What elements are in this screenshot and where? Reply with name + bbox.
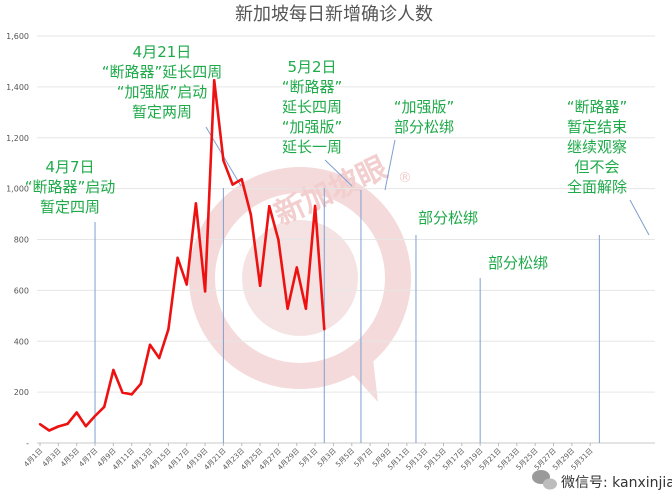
y-tick-label: 1,200 [6, 134, 29, 143]
annotations: 4月7日“断路器”启动暂定四周4月21日“断路器”延长四周“加强版”启动暂定两周… [25, 43, 628, 272]
watermark-ring [189, 167, 411, 389]
data-point [323, 328, 326, 331]
data-point [112, 368, 115, 372]
data-point [203, 290, 207, 293]
annotation-line: 部分松绑 [418, 209, 478, 227]
annotation-line: “断路器”延长四周 [102, 63, 223, 81]
y-tick-label: 800 [14, 236, 29, 245]
data-point [185, 283, 188, 286]
data-point [304, 307, 308, 310]
y-tick-label: 1,600 [6, 32, 29, 41]
x-tick-label: 5月5日 [334, 447, 356, 469]
annotation-line: “断路器” [567, 98, 628, 116]
data-point [176, 256, 179, 260]
data-point [47, 429, 51, 432]
x-axis-ticks: 4月1日4月3日4月5日4月7日4月9日4月11日4月13日4月15日4月17日… [23, 443, 595, 472]
wechat-icon-bubble-small [543, 478, 557, 490]
series-line-path [39, 79, 326, 432]
annotation-line: “加强版” [282, 118, 343, 136]
data-point [268, 204, 271, 208]
annotation-line: 全面解除 [567, 178, 627, 196]
annotation-line: 暂定四周 [40, 198, 100, 216]
watermark-registered-mark: ® [398, 170, 412, 186]
data-point [66, 422, 69, 426]
data-point [222, 159, 225, 162]
x-tick-label: 5月1日 [298, 447, 320, 469]
data-point [57, 425, 60, 428]
wechat-icon [532, 470, 557, 490]
watermark: 新加坡眼 ® [189, 150, 412, 402]
y-axis-ticks: - 200 400 600 800 1,000 1,200 1,400 1,600 [6, 32, 29, 448]
data-point [121, 391, 124, 394]
data-point [38, 422, 42, 426]
x-tick-label: 4月3日 [41, 447, 63, 469]
x-tick-label: 5月3日 [316, 447, 338, 469]
data-point [240, 178, 243, 181]
annotation-line: 4月7日 [45, 158, 94, 176]
annotation-line: 5月2日 [287, 58, 336, 76]
data-point [313, 204, 317, 208]
data-point [167, 328, 170, 331]
annotation-line: “加强版” [394, 98, 455, 116]
data-point [75, 411, 78, 414]
y-tick-label: - [26, 439, 29, 448]
data-point [93, 414, 97, 418]
y-tick-label: 600 [14, 286, 29, 295]
x-tick-label: 4月5日 [59, 447, 81, 469]
x-tick-label: 4月1日 [23, 447, 45, 469]
annotation-line: 暂定结束 [567, 118, 627, 136]
annotation-line: 部分松绑 [394, 118, 454, 136]
annotation-line: 部分松绑 [488, 254, 548, 272]
data-point [231, 183, 234, 186]
data-point [249, 213, 253, 217]
data-point [139, 382, 143, 385]
y-tick-label: 400 [14, 337, 29, 346]
data-point [258, 284, 262, 287]
data-point [286, 307, 289, 310]
x-tick-label: 5月7日 [353, 447, 375, 469]
annotation-line: 延长四周 [282, 98, 342, 116]
data-point [158, 356, 161, 360]
annotation-line: 暂定两周 [132, 103, 192, 121]
annotation-line: “加强版”启动 [117, 83, 208, 101]
data-point [102, 405, 106, 409]
y-tick-label: 1,400 [6, 83, 29, 92]
marker-connector [384, 139, 396, 191]
watermark-tail [340, 350, 378, 402]
annotation-line: 延长一周 [282, 138, 342, 156]
data-point [213, 79, 216, 82]
annotation-line: “断路器” [282, 78, 343, 96]
annotation-line: 但不会 [574, 158, 619, 176]
y-tick-label: 200 [14, 388, 29, 397]
y-tick-label: 1,000 [6, 185, 29, 194]
marker-lines [94, 126, 650, 443]
data-point [277, 238, 280, 241]
data-point [84, 425, 88, 428]
marker-connector [324, 159, 353, 187]
annotation-line: “断路器”启动 [25, 178, 116, 196]
marker-connector [629, 199, 650, 236]
data-point [130, 393, 133, 396]
data-point [194, 202, 198, 205]
chart-title: 新加坡每日新增确诊人数 [235, 4, 433, 25]
x-tick-label: 4月7日 [78, 447, 100, 469]
footer-text: 微信号: kanxinjiapo [561, 475, 672, 491]
annotation-line: 继续观察 [567, 138, 627, 156]
data-point [295, 266, 298, 269]
grid [37, 35, 655, 444]
data-point [148, 343, 152, 347]
series-line [38, 79, 326, 432]
annotation-line: 4月21日 [133, 43, 192, 61]
